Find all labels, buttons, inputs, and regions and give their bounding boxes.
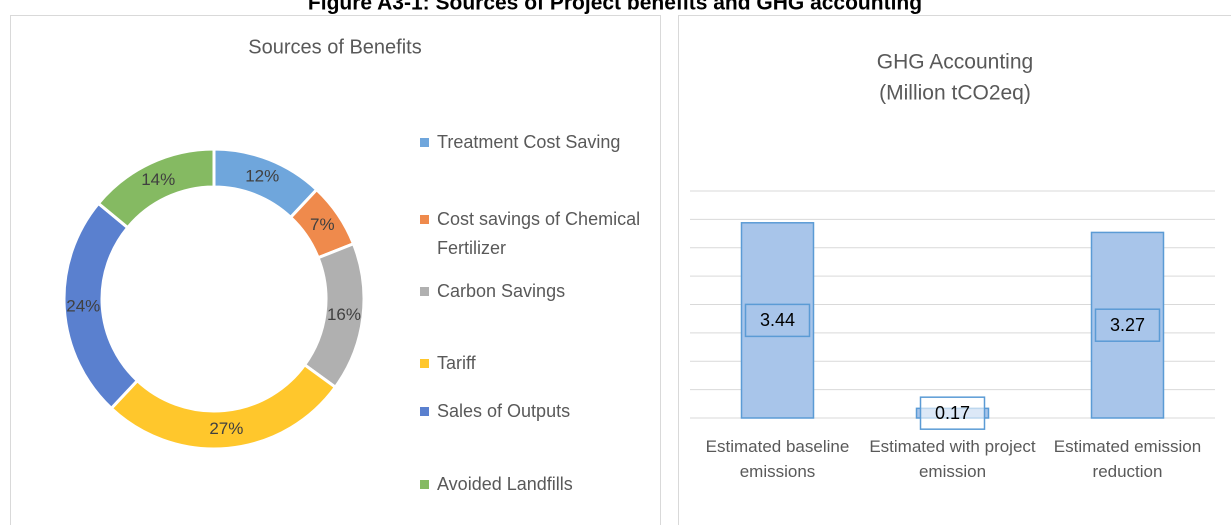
data-label-box [744, 303, 811, 338]
slice-label: 24% [66, 297, 100, 316]
figure-title: Figure A3-1: Sources of Project benefits… [308, 0, 922, 15]
slice-label: 16% [327, 305, 361, 324]
legend-swatch [420, 407, 429, 416]
bar [1090, 231, 1165, 419]
slice-label: 7% [310, 215, 335, 234]
legend-swatch [420, 480, 429, 489]
data-label: 3.44 [760, 310, 795, 330]
x-tick-label: Estimated with project emission [869, 437, 1036, 481]
panel-left [10, 15, 661, 525]
data-label: 3.27 [1110, 315, 1145, 335]
donut-slice [96, 147, 216, 230]
legend-swatch [420, 138, 429, 147]
slice-label: 12% [245, 167, 279, 186]
legend-label: Cost savings of Chemical Fertilizer [437, 209, 641, 258]
slice-label: 27% [209, 419, 243, 438]
slice-label: 14% [141, 170, 175, 189]
panel-right [678, 15, 1231, 525]
legend-label: Sales of Outputs [437, 401, 571, 421]
data-label-box [1094, 308, 1161, 342]
bar [740, 222, 815, 419]
legend-label: Carbon Savings [437, 281, 566, 301]
donut-title: Sources of Benefits [248, 36, 421, 58]
legend-label: Avoided Landfills [437, 474, 573, 494]
bar-title: GHG Accounting [877, 51, 1033, 74]
legend-swatch [420, 287, 429, 296]
bar-subtitle: (Million tCO2eq) [879, 82, 1031, 105]
legend-swatch [420, 359, 429, 368]
x-tick-label: Estimated baseline emissions [705, 437, 850, 481]
data-label-box [919, 396, 986, 430]
legend-label: Tariff [437, 353, 476, 373]
x-tick-label: Estimated emission reduction [1053, 437, 1202, 481]
legend-swatch [420, 215, 429, 224]
legend-label: Treatment Cost Saving [437, 132, 621, 152]
data-label: 0.17 [935, 403, 970, 423]
